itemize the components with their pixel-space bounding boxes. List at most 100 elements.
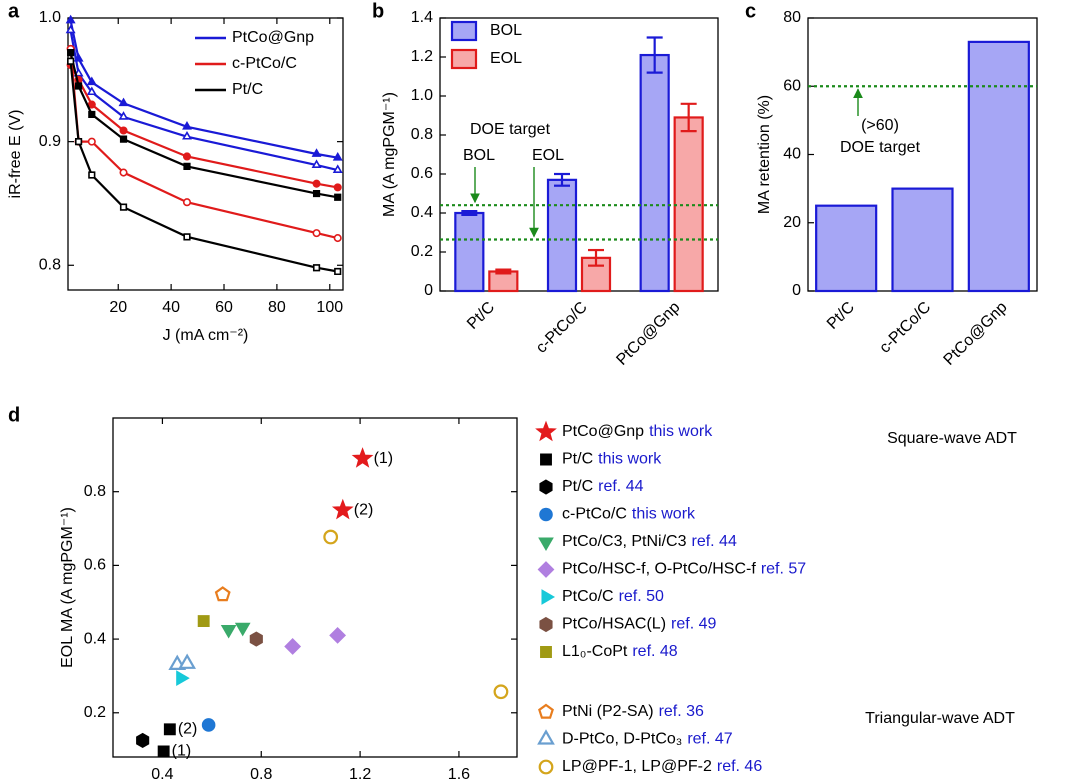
data-point: [65, 14, 76, 24]
legend-swatch: [535, 420, 557, 442]
y-tick-label: 60: [783, 77, 801, 94]
legend-swatch: [539, 479, 553, 495]
data-point: [67, 57, 75, 65]
point-label: (1): [172, 743, 192, 760]
annotation: DOE target: [840, 139, 921, 156]
bar: [546, 178, 578, 293]
panel-letter: d: [8, 404, 20, 426]
legend-label: LP@PF-1, LP@PF-2 ref. 46: [562, 758, 762, 775]
data-point: [163, 723, 176, 736]
legend-ref: ref. 50: [619, 588, 664, 605]
data-point: [332, 164, 343, 173]
data-point: [87, 137, 96, 146]
data-point: [493, 684, 509, 700]
legend-name: PtCo/C: [562, 588, 614, 605]
data-point: [182, 198, 192, 207]
data-point: [118, 97, 129, 107]
y-tick-label: 0.6: [84, 557, 106, 574]
data-point: [334, 267, 342, 276]
y-axis-label: iR-free E (V): [7, 110, 24, 199]
panel-letter: b: [372, 0, 384, 22]
x-tick-label: 100: [316, 299, 343, 316]
annotation: (>60): [861, 117, 899, 134]
data-point: [74, 138, 83, 146]
legend-ref: this work: [598, 451, 662, 468]
y-tick-label: 1.0: [411, 87, 433, 104]
data-point: [119, 126, 128, 135]
panel-letter: a: [8, 0, 20, 22]
y-tick-label: 1.2: [411, 48, 433, 65]
point-label: (2): [354, 501, 374, 518]
data-point: [197, 615, 210, 627]
data-point: [87, 100, 96, 109]
legend-name: c-PtCo/C: [562, 506, 627, 523]
data-point: [311, 159, 322, 168]
y-tick-label: 0: [792, 282, 801, 299]
data-point: [119, 168, 128, 177]
legend-name: PtCo/C3, PtNi/C3: [562, 533, 687, 550]
data-point: [119, 203, 128, 211]
annotation: BOL: [463, 147, 495, 164]
y-tick-label: 0.8: [411, 126, 433, 143]
legend-ref: this work: [632, 506, 696, 523]
data-point: [118, 111, 129, 120]
legend-label: c-PtCo/C this work: [562, 506, 696, 523]
data-point: [74, 82, 83, 90]
data-point: [312, 179, 321, 188]
legend-name: PtCo@Gnp: [562, 423, 644, 440]
data-point: [88, 110, 96, 119]
point-label: (2): [178, 721, 198, 738]
data-point: [351, 447, 374, 468]
bar: [454, 211, 485, 293]
data-point: [178, 653, 197, 669]
legend-ref: ref. 47: [687, 731, 732, 748]
legend-name: L1₀-CoPt: [562, 643, 628, 660]
curve: [69, 52, 338, 199]
data-point: [86, 86, 97, 96]
data-point: [214, 586, 231, 602]
data-point: [333, 234, 342, 243]
legend-ref: ref. 48: [632, 643, 677, 660]
y-tick-label: 0.9: [39, 133, 61, 150]
data-point: [234, 622, 251, 637]
data-point: [249, 631, 263, 647]
legend-swatch: [541, 589, 556, 605]
data-point: [331, 498, 354, 520]
data-point: [65, 24, 76, 34]
legend-swatch: [537, 729, 555, 745]
data-point: [183, 162, 191, 170]
x-tick-label: 1.2: [349, 766, 371, 783]
data-point: [312, 189, 321, 198]
legend-swatch: [450, 20, 478, 42]
plot-frame: [112, 417, 518, 758]
group-label: Square-wave ADT: [887, 430, 1017, 447]
legend-label: PtCo/HSAC(L) ref. 49: [562, 616, 716, 633]
legend-label: PtCo/HSC-f, O-PtCo/HSC-f ref. 57: [562, 561, 806, 578]
legend-swatch: [539, 507, 553, 522]
y-tick-label: 1.4: [411, 9, 433, 26]
y-tick-label: 0.2: [84, 704, 106, 721]
legend-label: c-PtCo/C: [232, 55, 297, 72]
x-tick-label: 80: [268, 299, 286, 316]
y-tick-label: 0.8: [39, 256, 61, 273]
x-tick-label: c-PtCo/C: [533, 299, 591, 357]
data-point: [323, 529, 339, 545]
y-tick-label: 0.8: [84, 483, 106, 500]
y-tick-label: 0.6: [411, 165, 433, 182]
curve: [69, 61, 338, 273]
data-point: [67, 49, 75, 57]
legend-ref: this work: [649, 423, 713, 440]
annotation: EOL: [532, 147, 564, 164]
legend-label: PtCo/C3, PtNi/C3 ref. 44: [562, 533, 737, 550]
x-tick-label: PtCo@Gnp: [613, 299, 683, 369]
data-point: [136, 732, 150, 748]
legend-name: D-PtCo, D-PtCo₃: [562, 731, 682, 748]
x-tick-label: Pt/C: [824, 299, 858, 333]
x-tick-label: 40: [162, 299, 180, 316]
legend-label: BOL: [490, 22, 522, 39]
y-axis-label: MA (A mgPGM⁻¹): [381, 92, 398, 217]
data-point: [176, 670, 190, 686]
data-point: [333, 183, 342, 192]
x-tick-label: 20: [109, 299, 127, 316]
